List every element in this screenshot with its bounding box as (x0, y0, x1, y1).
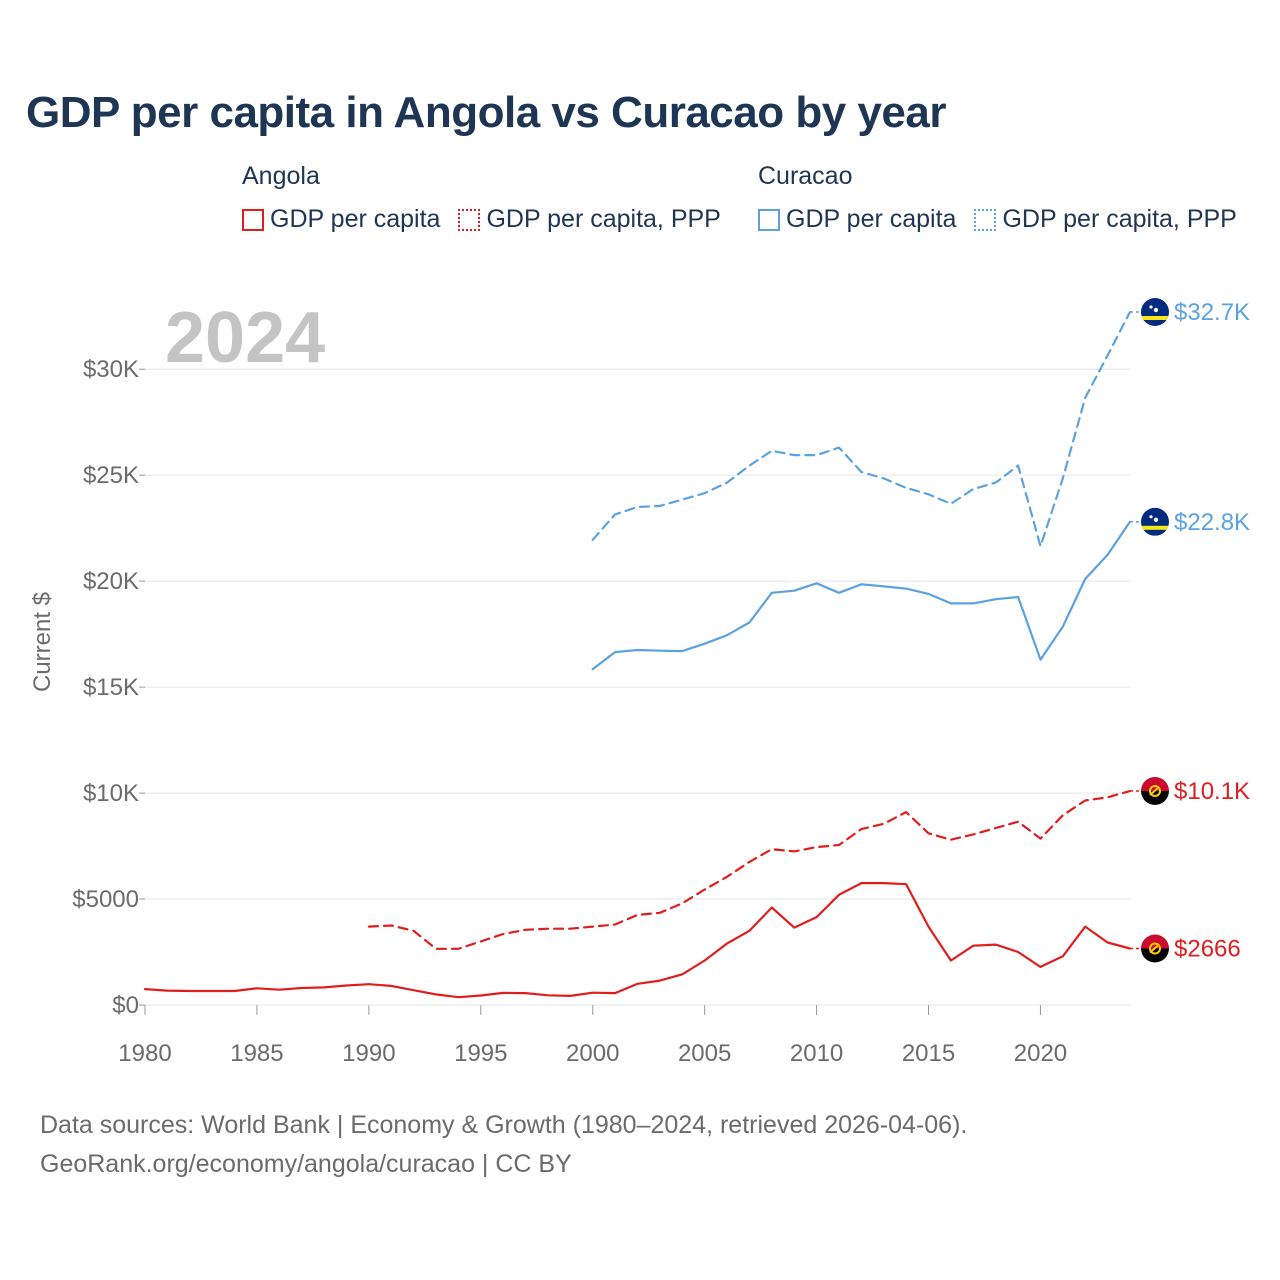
end-value-label: $10.1K (1174, 778, 1250, 805)
x-ticks: 1980 1985 1990 1995 2000 2005 2010 2015 2020 (118, 1005, 1067, 1067)
y-tick-label: $25K (83, 462, 139, 489)
gridlines (145, 368, 1130, 1006)
end-value-label: $2666 (1174, 936, 1241, 963)
chart-title: GDP per capita in Angola vs Curacao by y… (26, 88, 946, 137)
y-tick-label: $30K (83, 356, 139, 383)
legend-curacao-ppp[interactable]: GDP per capita, PPP (974, 205, 1237, 234)
y-tick-label: $10K (83, 780, 139, 807)
x-tick-label: 1980 (118, 1040, 171, 1067)
x-tick-label: 1995 (454, 1040, 507, 1067)
footer-sources: Data sources: World Bank | Economy & Gro… (40, 1111, 968, 1139)
y-ticks: $0 $5000 $10K $15K $20K $25K $30K (72, 356, 145, 1019)
x-tick-label: 2000 (566, 1040, 619, 1067)
x-tick-label: 1990 (342, 1040, 395, 1067)
y-tick-label: $0 (112, 992, 139, 1019)
legend-curacao: Curacao GDP per capita GDP per capita, P… (758, 162, 1237, 234)
legend-angola-gdp-swatch (242, 208, 264, 231)
y-tick-label: $15K (83, 674, 139, 701)
y-tick-label: $20K (83, 568, 139, 595)
legend-angola: Angola GDP per capita GDP per capita, PP… (242, 162, 721, 234)
end-markers: $2666 $10.1K $22.8K $32.7K (1130, 298, 1250, 963)
curacao-flag-icon (1141, 507, 1169, 536)
end-value-label: $22.8K (1174, 509, 1250, 536)
year-watermark: 2024 (165, 298, 325, 378)
curacao-flag-icon (1141, 298, 1169, 326)
legend-curacao-name: Curacao (758, 162, 853, 190)
series-line-curacao-gdp-per-capita-ppp[interactable] (591, 310, 1132, 548)
legend-curacao-gdp-label: GDP per capita (786, 205, 957, 233)
angola-flag-icon (1141, 934, 1169, 963)
legend-angola-gdp-label: GDP per capita (270, 205, 441, 233)
legend-curacao-gdp[interactable]: GDP per capita (758, 205, 956, 234)
legend-angola-name: Angola (242, 162, 320, 190)
y-axis-label: Current $ (29, 592, 56, 692)
legend-curacao-ppp-label: GDP per capita, PPP (1002, 205, 1237, 233)
x-tick-label: 1985 (230, 1040, 283, 1067)
series-line-angola-gdp-per-capita[interactable] (143, 881, 1132, 999)
legend-angola-ppp-swatch (458, 208, 481, 231)
y-tick-label: $5000 (72, 886, 139, 913)
series-line-curacao-gdp-per-capita[interactable] (591, 520, 1132, 671)
x-tick-label: 2015 (902, 1040, 955, 1067)
x-tick-label: 2010 (790, 1040, 843, 1067)
line-chart: 2024 Current $ $0 $5000 $10K $15K $20K $25K $3… (29, 298, 1250, 1067)
footer-link[interactable]: GeoRank.org/economy/angola/curacao | CC … (40, 1150, 572, 1178)
legend-angola-ppp-label: GDP per capita, PPP (486, 205, 721, 233)
end-value-label: $32.7K (1174, 299, 1250, 326)
footer: Data sources: World Bank | Economy & Gro… (40, 1106, 967, 1184)
angola-flag-icon (1141, 776, 1169, 805)
series-lines (143, 310, 1132, 999)
legend-angola-ppp[interactable]: GDP per capita, PPP (458, 205, 721, 234)
legend-angola-gdp[interactable]: GDP per capita (242, 205, 440, 234)
legend-curacao-ppp-swatch (974, 208, 997, 231)
x-tick-label: 2020 (1014, 1040, 1067, 1067)
x-tick-label: 2005 (678, 1040, 731, 1067)
series-line-angola-gdp-per-capita-ppp[interactable] (367, 789, 1132, 950)
legend-curacao-gdp-swatch (758, 208, 780, 231)
